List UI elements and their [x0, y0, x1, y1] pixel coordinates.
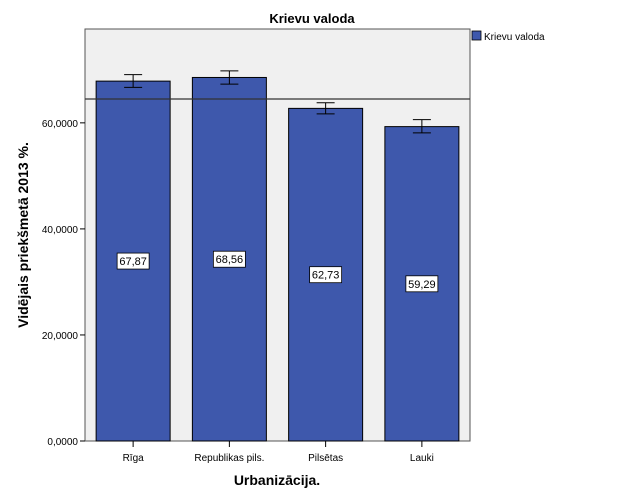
- x-tick-label: Lauki: [410, 453, 434, 464]
- x-axis-label: Urbanizācija.: [234, 472, 320, 488]
- x-tick-label: Rīga: [123, 453, 145, 464]
- data-label-box: [212, 250, 246, 268]
- data-label: 68,56: [216, 254, 244, 266]
- y-tick-label: 20,0000: [42, 331, 79, 342]
- data-label-box: [116, 252, 150, 270]
- legend: Krievu valoda: [471, 30, 545, 43]
- x-tick-label: Republikas pils.: [194, 453, 264, 464]
- y-axis-label: Vidējais priekšmetā 2013 %.: [15, 142, 31, 328]
- legend-swatch: [471, 30, 482, 41]
- legend-label: Krievu valoda: [484, 32, 545, 43]
- x-tick-label: Pilsētas: [308, 453, 343, 464]
- chart-title: Krievu valoda: [269, 11, 355, 26]
- data-label: 59,29: [408, 279, 436, 291]
- data-label: 67,87: [119, 256, 147, 268]
- y-tick-label: 60,0000: [42, 119, 79, 130]
- data-label-box: [405, 275, 439, 293]
- data-label-box: [309, 266, 343, 284]
- y-tick-label: 40,0000: [42, 225, 79, 236]
- y-tick-label: 0,0000: [47, 437, 78, 448]
- data-label: 62,73: [312, 270, 340, 282]
